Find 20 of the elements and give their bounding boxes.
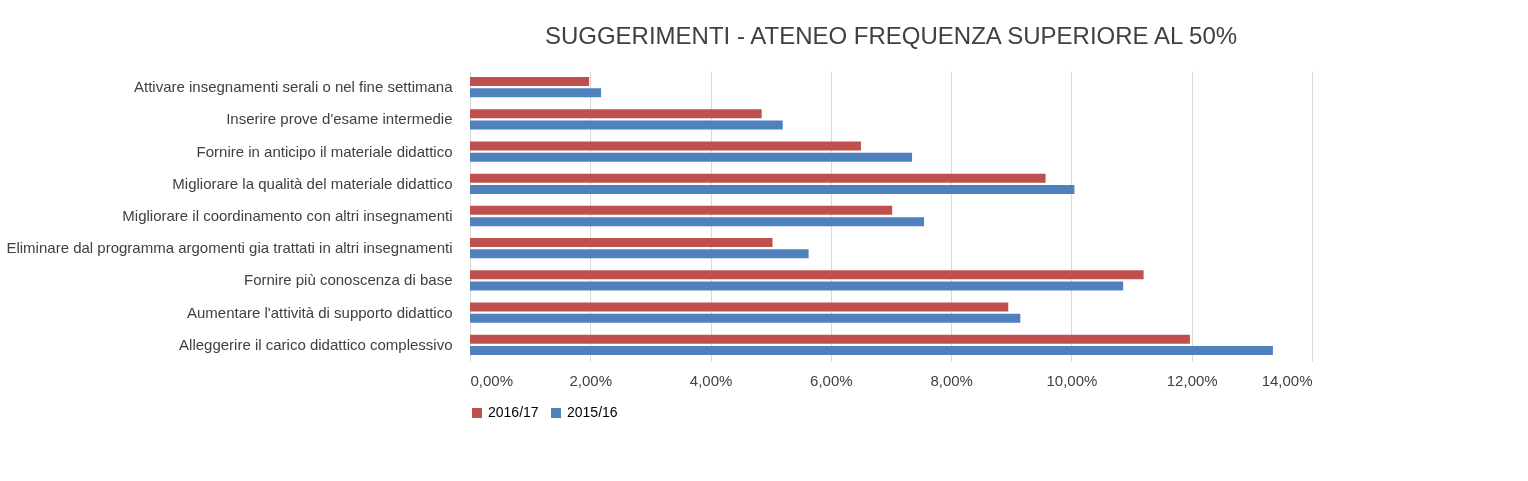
x-tick-label: 6,00% [810,371,853,389]
y-tick-label: Inserire prove d'esame intermedie [226,110,453,128]
y-tick-label: Alleggerire il carico didattico complessivo [179,335,453,353]
y-tick-label: Migliorare la qualità del materiale didattico [172,174,453,192]
y-tick-label: Aumentare l'attività di supporto didattico [186,303,453,321]
x-tick-label: 2,00% [569,371,613,389]
x-tick-label: 4,00% [689,371,733,389]
y-tick-label: Fornire più conoscenza di base [244,271,453,289]
x-tick-label: 12,00% [1166,371,1218,389]
y-tick-label: Eliminare dal programma argomenti gia trattati in altri insegnamenti [6,239,453,257]
x-tick-label: 14,00% [1261,371,1313,389]
y-tick-label: Attivare insegnamenti serali o nel fine settimana [133,78,454,96]
legend-label: 2015/16 [567,404,618,420]
x-tick-label: 8,00% [930,371,973,389]
chart-title: SUGGERIMENTI - ATENEO FREQUENZA SUPERIORE AL 50% [544,22,1238,49]
x-tick-label: 10,00% [1046,371,1098,389]
x-tick-label: 0,00% [470,371,514,389]
legend-label: 2016/17 [488,404,539,420]
y-tick-label: Migliorare il coordinamento con altri insegnamenti [122,207,453,224]
y-tick-label: Fornire in anticipo il materiale didattico [196,142,453,160]
